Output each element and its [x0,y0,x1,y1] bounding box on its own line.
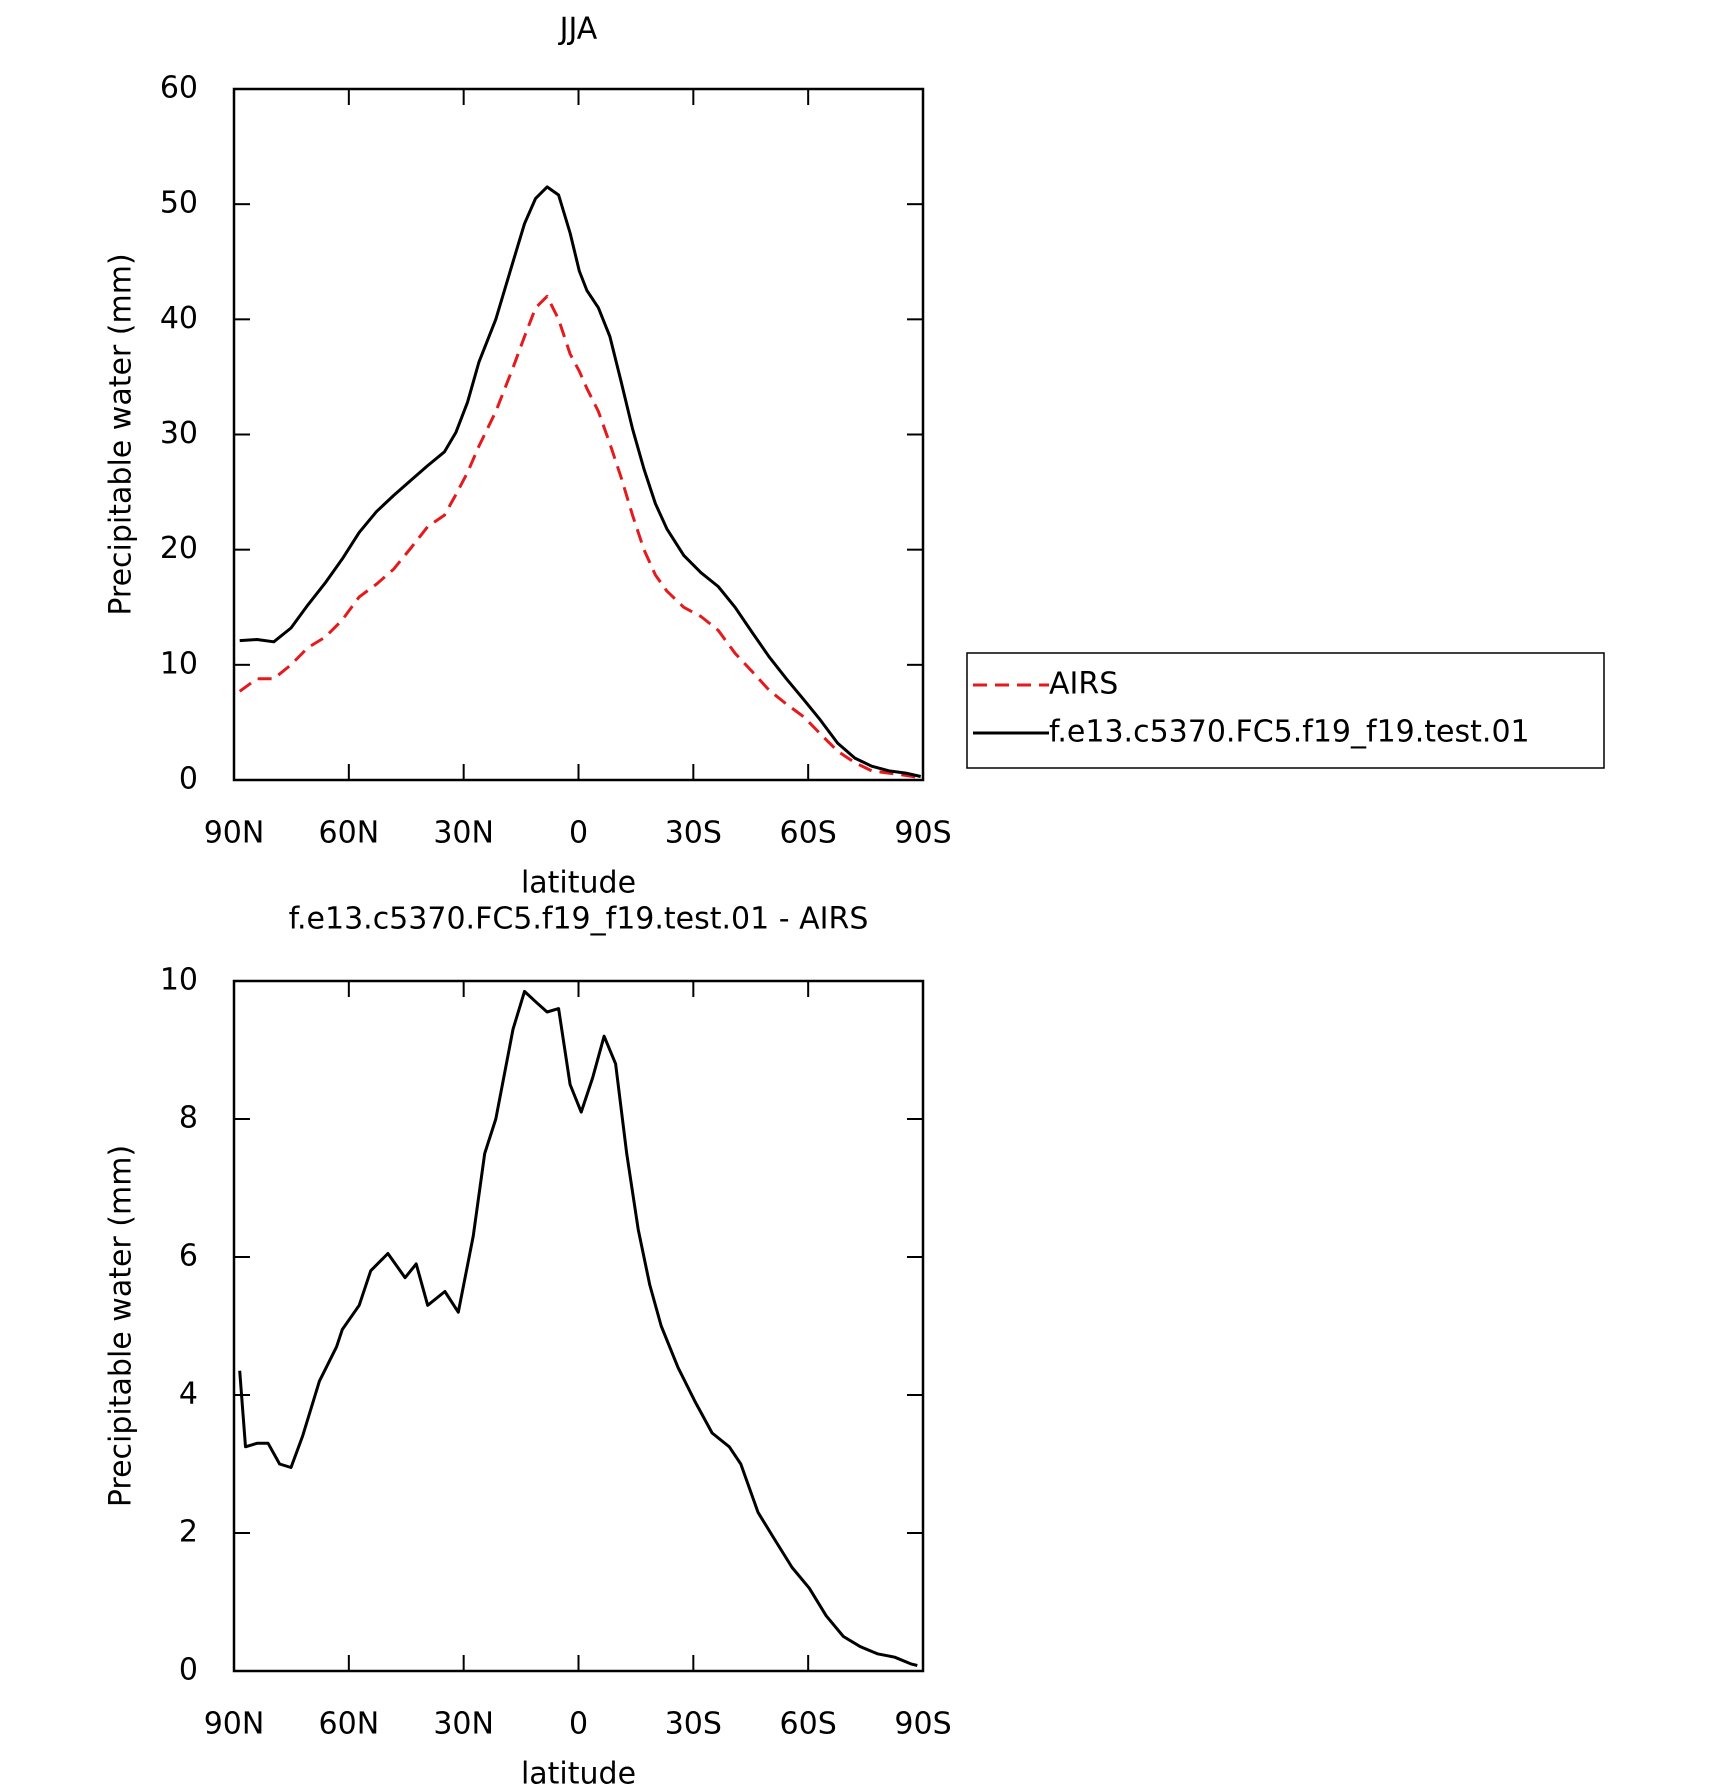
x-axis-label: latitude [521,1757,636,1789]
y-tick-label: 4 [179,1377,198,1412]
y-tick-label: 6 [179,1239,198,1274]
y-tick-label: 10 [160,963,198,998]
x-tick-label: 0 [569,1707,588,1742]
x-axis-label: latitude [521,866,636,901]
data-line [239,185,922,778]
y-tick-label: 30 [160,416,198,451]
legend-label: f.e13.c5370.FC5.f19_f19.test.01 [1049,715,1530,750]
x-tick-label: 60N [319,1707,380,1742]
x-tick-label: 0 [569,816,588,851]
plot-frame [232,979,925,1673]
x-tick-label: 90S [894,1707,951,1742]
x-tick-label: 90N [204,1707,265,1742]
x-tick-label: 30N [433,816,494,851]
y-tick-label: 20 [160,531,198,566]
x-tick-label: 60N [319,816,380,851]
x-tick-label: 30S [665,816,722,851]
y-tick-label: 50 [160,186,198,221]
y-tick-label: 0 [179,1653,198,1688]
legend-box [966,652,1605,769]
chart-title: JJA [558,12,598,47]
legend-label: AIRS [1049,667,1118,702]
data-line [238,294,921,780]
x-tick-label: 90S [894,816,951,851]
y-tick-label: 8 [179,1101,198,1136]
chart-title: f.e13.c5370.FC5.f19_f19.test.01 - AIRS [289,902,869,937]
y-tick-label: 2 [179,1515,198,1550]
x-tick-label: 30N [433,1707,494,1742]
y-axis-label: Precipitable water (mm) [104,253,139,615]
y-tick-label: 60 [160,71,198,106]
x-tick-label: 30S [665,1707,722,1742]
x-tick-label: 90N [204,816,265,851]
data-line [238,989,918,1667]
plot-frame [232,87,925,782]
x-tick-label: 60S [780,1707,837,1742]
y-tick-label: 10 [160,646,198,681]
y-tick-label: 0 [179,762,198,797]
x-tick-label: 60S [780,816,837,851]
y-axis-label: Precipitable water (mm) [104,1145,139,1507]
y-tick-label: 40 [160,301,198,336]
